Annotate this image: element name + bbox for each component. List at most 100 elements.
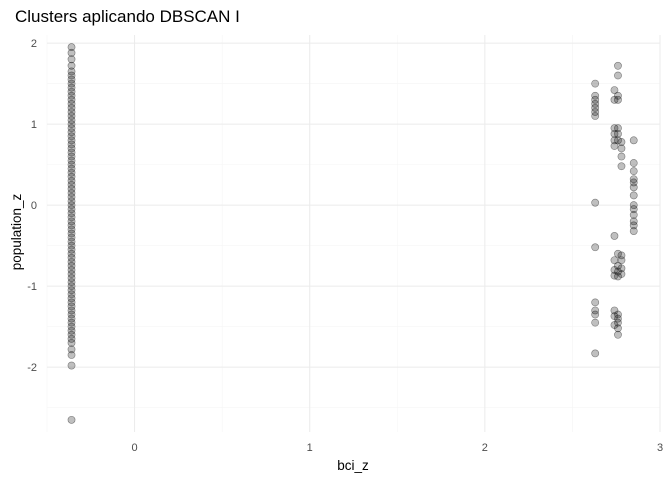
data-point (629, 210, 638, 219)
data-point (629, 175, 638, 184)
data-point (67, 189, 76, 197)
data-point (67, 193, 76, 201)
data-point (617, 256, 626, 265)
data-point (67, 361, 76, 370)
data-point (67, 286, 76, 295)
y-tick-label: 2 (31, 38, 37, 50)
data-point (614, 71, 622, 80)
data-point (67, 152, 76, 161)
data-point (67, 91, 76, 100)
y-axis-label: population_z (9, 193, 24, 270)
data-point (591, 318, 600, 327)
data-point (610, 95, 619, 104)
data-point (614, 61, 622, 70)
data-point (67, 345, 76, 354)
data-point (67, 95, 76, 104)
data-point (610, 136, 619, 145)
data-point (591, 243, 600, 252)
data-point (67, 334, 76, 343)
data-point (67, 241, 76, 250)
data-point (67, 298, 76, 307)
data-point (629, 221, 638, 230)
data-point (617, 152, 626, 161)
y-tick-label: 0 (31, 200, 37, 212)
data-point (67, 314, 76, 323)
data-point (610, 312, 619, 321)
data-point (614, 272, 622, 281)
data-point (67, 237, 76, 246)
data-point (67, 140, 76, 149)
data-point (67, 253, 76, 262)
data-point (614, 136, 622, 145)
x-tick-label: 1 (307, 442, 313, 454)
data-point (67, 61, 76, 70)
data-point (67, 294, 76, 303)
data-point (67, 270, 76, 278)
data-point (67, 310, 76, 319)
data-point (67, 160, 76, 169)
data-point (67, 79, 76, 88)
data-point (67, 132, 76, 141)
data-point (67, 302, 76, 311)
data-point (67, 338, 76, 347)
data-point (629, 217, 638, 226)
data-point (67, 205, 76, 214)
data-point (614, 314, 622, 323)
y-tick-label: -1 (27, 281, 37, 293)
data-point (614, 129, 622, 138)
data-point (629, 178, 638, 187)
data-point (67, 172, 76, 181)
data-point (67, 209, 76, 218)
data-point (610, 232, 619, 240)
data-point (67, 99, 76, 108)
data-point (614, 262, 622, 270)
data-point (67, 136, 76, 145)
x-tick-label: 3 (657, 442, 663, 454)
x-tick-label: 2 (482, 442, 488, 454)
data-point (67, 75, 76, 84)
y-tick-label: 1 (31, 119, 37, 131)
data-point (591, 95, 600, 104)
x-tick-label: 0 (132, 442, 138, 454)
data-point (617, 264, 626, 273)
data-point (67, 124, 76, 133)
data-point (67, 217, 76, 226)
data-point (67, 415, 76, 424)
data-point (67, 120, 76, 129)
data-point (67, 318, 76, 327)
data-point (67, 197, 76, 205)
data-point (67, 262, 76, 270)
data-point (67, 257, 76, 266)
data-point (67, 185, 76, 193)
data-point (67, 71, 76, 80)
data-point (614, 249, 622, 258)
data-point (67, 164, 76, 173)
data-point (67, 290, 76, 299)
data-point (591, 91, 600, 100)
data-point (610, 306, 619, 315)
data-point (67, 278, 76, 287)
data-point (614, 310, 622, 319)
data-point (67, 266, 76, 274)
data-point (629, 191, 638, 200)
data-point (67, 233, 76, 242)
data-point (610, 271, 619, 280)
data-point (67, 225, 76, 234)
data-point (614, 330, 622, 339)
y-tick-label: -2 (27, 362, 37, 374)
data-point (67, 330, 76, 339)
data-point (610, 129, 619, 138)
data-point (67, 116, 76, 124)
data-point (67, 112, 76, 120)
y-tick-labels: -2 -1 0 1 2 (27, 38, 37, 374)
data-point (591, 112, 600, 120)
data-point (591, 99, 600, 108)
data-point (67, 306, 76, 315)
data-point (67, 274, 76, 282)
data-point (67, 322, 76, 331)
data-point (610, 266, 619, 274)
x-tick-labels: 0 1 2 3 (132, 442, 664, 454)
data-point (614, 95, 622, 104)
data-point (67, 156, 76, 165)
data-point (67, 104, 76, 112)
